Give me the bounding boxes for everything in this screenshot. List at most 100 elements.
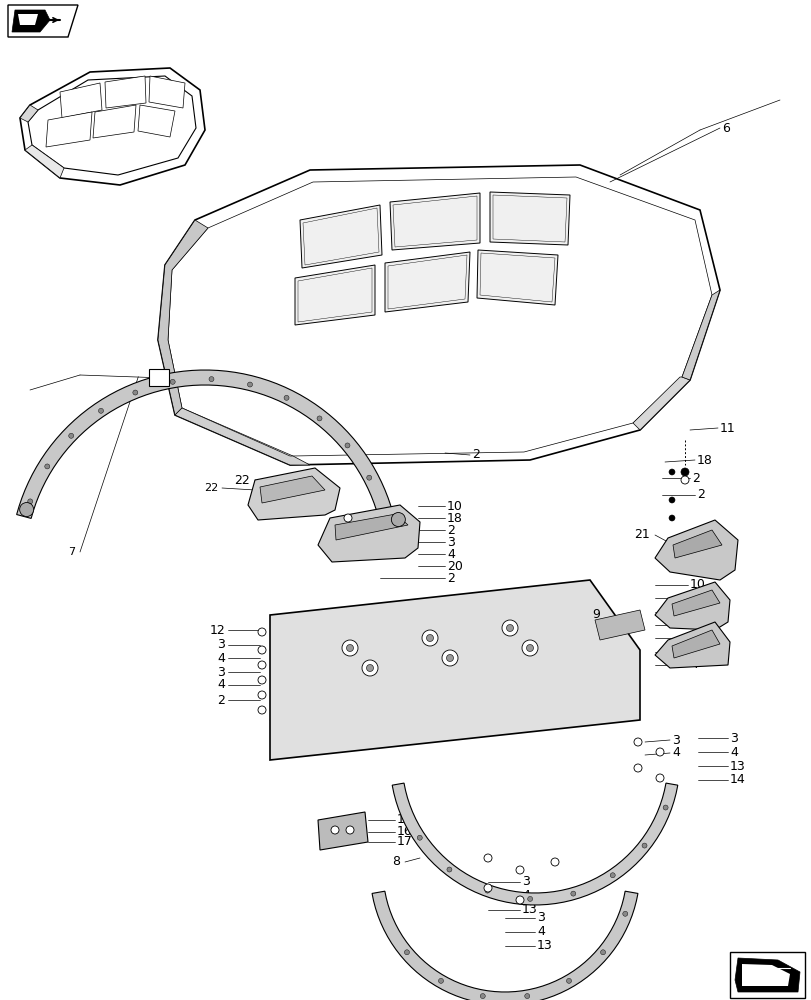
Text: 7: 7 [68, 547, 75, 557]
Circle shape [258, 706, 266, 714]
Polygon shape [25, 145, 64, 178]
Circle shape [258, 628, 266, 636]
Text: 3: 3 [729, 732, 737, 744]
Text: 2: 2 [471, 448, 479, 462]
Polygon shape [681, 290, 719, 380]
Text: 9: 9 [591, 608, 599, 621]
Text: 18: 18 [446, 512, 462, 524]
Text: 10: 10 [689, 578, 705, 591]
Circle shape [668, 515, 674, 521]
Circle shape [527, 896, 532, 901]
Circle shape [515, 896, 523, 904]
Circle shape [247, 382, 252, 387]
Circle shape [441, 650, 457, 666]
Circle shape [526, 645, 533, 652]
Circle shape [345, 443, 350, 448]
Text: 13: 13 [536, 939, 552, 952]
Circle shape [391, 513, 405, 527]
Text: 2: 2 [696, 488, 704, 502]
Polygon shape [729, 952, 804, 998]
Text: 20: 20 [446, 560, 462, 572]
Polygon shape [260, 476, 324, 503]
Circle shape [515, 866, 523, 874]
Polygon shape [270, 580, 639, 760]
Polygon shape [20, 68, 204, 185]
Circle shape [501, 620, 517, 636]
Polygon shape [46, 112, 92, 147]
Circle shape [633, 738, 642, 746]
Text: 4: 4 [446, 548, 454, 560]
Polygon shape [16, 370, 393, 518]
Text: 3: 3 [689, 646, 697, 658]
Text: 3: 3 [536, 911, 544, 924]
Circle shape [484, 888, 489, 893]
Circle shape [258, 661, 266, 669]
Text: 4: 4 [217, 678, 225, 692]
Circle shape [446, 654, 453, 662]
Circle shape [483, 884, 491, 892]
Circle shape [600, 950, 605, 955]
Text: 2: 2 [446, 572, 454, 584]
Circle shape [19, 503, 33, 517]
Circle shape [422, 630, 437, 646]
Circle shape [316, 416, 322, 421]
Polygon shape [389, 193, 479, 250]
Circle shape [610, 873, 615, 878]
Circle shape [367, 475, 371, 480]
Circle shape [622, 911, 627, 916]
Circle shape [258, 676, 266, 684]
Text: 4: 4 [521, 889, 530, 902]
Circle shape [170, 379, 175, 384]
Polygon shape [158, 220, 208, 415]
Polygon shape [489, 192, 569, 245]
Text: 11: 11 [719, 422, 735, 434]
Polygon shape [741, 964, 789, 986]
Polygon shape [18, 14, 38, 25]
Circle shape [69, 433, 74, 438]
Polygon shape [318, 812, 367, 850]
Text: 3: 3 [521, 876, 530, 888]
Text: 4: 4 [536, 925, 544, 938]
Circle shape [133, 390, 138, 395]
Circle shape [45, 464, 49, 469]
Polygon shape [371, 891, 637, 1000]
Text: 14: 14 [729, 773, 744, 786]
Text: 4: 4 [689, 658, 697, 672]
Text: 13: 13 [521, 903, 537, 916]
Polygon shape [392, 783, 677, 905]
Polygon shape [654, 520, 737, 580]
Circle shape [642, 843, 646, 848]
Text: 1: 1 [156, 373, 162, 383]
Polygon shape [138, 105, 175, 137]
Circle shape [417, 835, 422, 840]
Text: 22: 22 [234, 474, 250, 487]
Polygon shape [476, 250, 557, 305]
Polygon shape [20, 105, 38, 122]
Text: 22: 22 [204, 483, 217, 493]
Circle shape [258, 646, 266, 654]
Circle shape [331, 826, 338, 834]
Text: 2: 2 [691, 472, 699, 485]
Text: 17: 17 [397, 835, 412, 848]
Circle shape [28, 499, 32, 504]
Circle shape [668, 469, 674, 475]
Circle shape [570, 891, 575, 896]
Text: 13: 13 [729, 760, 744, 772]
Text: 12: 12 [209, 624, 225, 637]
Circle shape [551, 858, 558, 866]
Circle shape [566, 978, 571, 983]
Text: 4: 4 [729, 746, 737, 758]
Polygon shape [318, 505, 419, 562]
Text: 2: 2 [689, 605, 697, 618]
Circle shape [426, 635, 433, 642]
Circle shape [98, 408, 103, 413]
Circle shape [668, 497, 674, 503]
Circle shape [521, 640, 538, 656]
Text: 8: 8 [392, 855, 400, 868]
Text: 19: 19 [689, 618, 705, 632]
Polygon shape [633, 377, 689, 430]
Polygon shape [384, 252, 470, 312]
FancyBboxPatch shape [148, 369, 169, 386]
Circle shape [284, 395, 289, 400]
Text: 3: 3 [217, 666, 225, 678]
